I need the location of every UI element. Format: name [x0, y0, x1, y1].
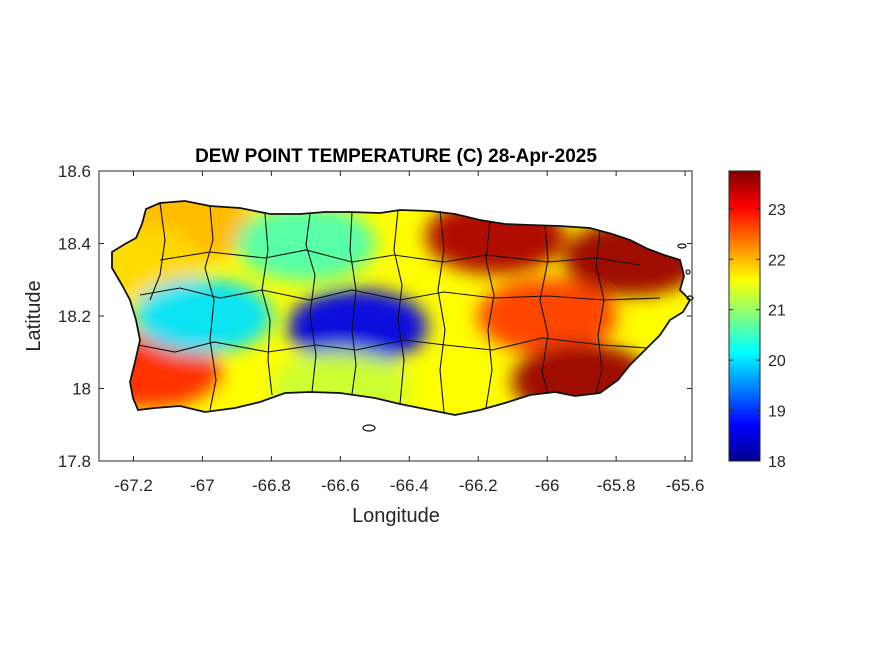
municipality-border [305, 213, 317, 393]
x-tick-label: -66.6 [321, 476, 360, 495]
municipality-border [349, 211, 357, 395]
municipality-border [204, 205, 217, 411]
x-tick-label: -66.2 [459, 476, 498, 495]
colorbar-tick-label: 18 [768, 454, 786, 471]
municipality-border [595, 229, 605, 394]
y-axis: 17.8 18 18.2 18.4 18.6 [58, 162, 692, 471]
municipality-border [437, 210, 446, 413]
field-sample [132, 278, 273, 354]
colorbar-ticks: 18 19 20 21 22 23 [729, 202, 786, 471]
municipality-border [485, 220, 495, 409]
municipality-borders [137, 202, 661, 413]
colorbar-tick-label: 19 [768, 404, 786, 421]
x-axis-label: Longitude [352, 505, 440, 527]
field-sample [112, 223, 204, 300]
islet [686, 295, 694, 301]
colorbar-tick-label: 22 [768, 252, 786, 269]
y-tick-label: 18 [72, 380, 91, 399]
municipality-border [139, 287, 661, 301]
municipality-border [159, 249, 641, 266]
y-tick-label: 18.4 [58, 235, 91, 254]
municipality-border [393, 209, 405, 405]
islet [685, 269, 691, 275]
dew-point-field [112, 201, 690, 415]
offshore-islets [362, 243, 694, 432]
x-tick-label: -66.8 [252, 476, 291, 495]
x-axis: -67.2 -67 -66.8 -66.6 -66.4 -66.2 -66 -65.8 -65.… [114, 171, 704, 495]
x-tick-label: -67 [190, 476, 215, 495]
islet [362, 424, 376, 432]
colorbar-tick-label: 20 [768, 353, 786, 370]
municipality-border [149, 202, 166, 301]
colorbar [728, 170, 761, 462]
y-axis-label: Latitude [23, 280, 45, 351]
colorbar-tick-label: 21 [768, 303, 786, 320]
colorbar-tick-label: 23 [768, 202, 786, 219]
y-tick-label: 18.2 [58, 307, 91, 326]
y-tick-label: 18.6 [58, 162, 91, 181]
islet [677, 243, 687, 249]
chart-title: DEW POINT TEMPERATURE (C) 28-Apr-2025 [195, 146, 597, 167]
x-tick-label: -66.4 [390, 476, 429, 495]
municipality-border [261, 213, 273, 396]
x-tick-label: -65.6 [666, 476, 705, 495]
island-coastline [111, 200, 692, 416]
municipality-border [137, 337, 649, 353]
municipality-border [539, 224, 549, 395]
y-tick-label: 17.8 [58, 452, 91, 471]
x-tick-label: -65.8 [597, 476, 636, 495]
x-tick-label: -66 [535, 476, 560, 495]
x-tick-label: -67.2 [114, 476, 153, 495]
